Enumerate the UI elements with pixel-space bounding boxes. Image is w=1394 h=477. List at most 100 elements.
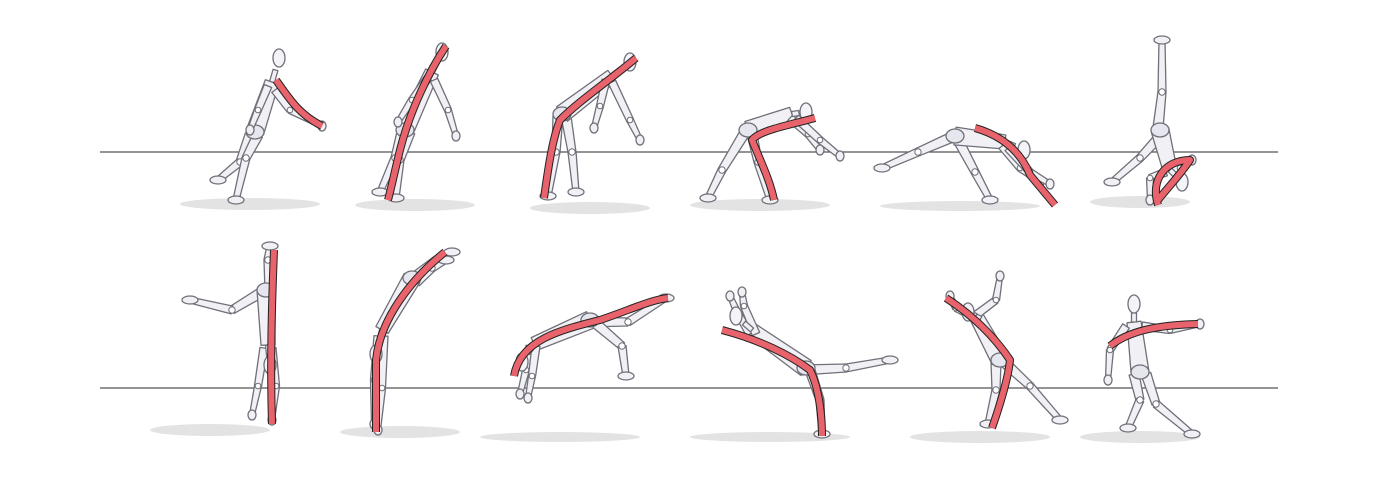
knee-joint	[1152, 400, 1160, 408]
knee-joint	[1136, 396, 1144, 404]
ribbon	[268, 249, 277, 425]
hand	[589, 122, 599, 134]
hand	[245, 124, 255, 136]
elbow-joint	[816, 136, 824, 144]
mannequin-frame-6	[1090, 35, 1197, 208]
hand	[1103, 374, 1113, 386]
mannequin-frame-3	[530, 52, 650, 214]
hand	[725, 290, 735, 302]
ribbon	[541, 55, 638, 199]
ribbon	[1108, 321, 1199, 349]
hand	[1045, 178, 1055, 190]
hand	[393, 116, 403, 128]
knee-joint	[842, 364, 850, 372]
hand	[515, 388, 525, 400]
elbow-joint	[286, 106, 294, 114]
shadow	[1090, 196, 1190, 208]
elbow-joint	[740, 302, 748, 310]
mannequin-frame-12	[1080, 294, 1205, 443]
knee-joint	[568, 148, 576, 156]
hand	[635, 134, 645, 146]
shadow	[1080, 431, 1200, 443]
foot	[617, 371, 635, 381]
mannequin-frame-9	[480, 293, 675, 442]
foot	[181, 295, 199, 305]
knee-joint	[242, 154, 250, 162]
neck	[790, 109, 801, 118]
mannequin-frame-2	[355, 42, 475, 211]
hand	[451, 130, 461, 142]
knee-joint	[618, 342, 626, 350]
knee-joint	[624, 318, 632, 326]
shadow	[355, 199, 475, 211]
ribbon	[385, 44, 449, 201]
elbow-joint	[254, 382, 262, 390]
ribbon	[273, 78, 324, 129]
hand	[247, 409, 257, 421]
foot	[1051, 415, 1069, 425]
hand	[835, 150, 845, 162]
foot	[1119, 423, 1137, 433]
pelvis	[1150, 122, 1170, 138]
foot	[567, 187, 585, 197]
shin	[1157, 39, 1167, 93]
knee-joint	[1158, 88, 1166, 96]
foot	[1183, 429, 1201, 439]
upper-arm	[429, 77, 452, 113]
neck	[1130, 312, 1138, 323]
hand	[737, 286, 747, 298]
neck	[741, 320, 755, 333]
mannequin-frame-10	[690, 286, 899, 442]
mannequin-frame-8	[340, 247, 461, 438]
elbow-joint	[992, 296, 1000, 304]
ribbon	[511, 295, 669, 377]
knee-joint	[228, 306, 236, 314]
pelvis	[1130, 364, 1150, 380]
knee-joint	[1136, 154, 1144, 162]
knee-joint	[1026, 382, 1034, 390]
foot	[1103, 177, 1121, 187]
foot	[981, 195, 999, 205]
mannequin-frame-5	[873, 124, 1059, 211]
mannequin-frame-11	[910, 270, 1069, 443]
mannequin-frame-4	[690, 102, 845, 211]
pelvis	[945, 128, 965, 144]
shadow	[150, 424, 270, 436]
head	[729, 306, 743, 326]
ribbon	[944, 295, 1013, 429]
foot	[261, 241, 279, 251]
shin	[567, 150, 580, 193]
ribbon	[1152, 157, 1193, 206]
elbow-joint	[1106, 346, 1114, 354]
foot	[881, 355, 899, 365]
foot	[209, 175, 227, 185]
ribbon	[721, 327, 825, 437]
shadow	[340, 426, 460, 438]
pelvis	[738, 122, 758, 138]
shadow	[530, 202, 650, 214]
elbow-joint	[528, 372, 536, 380]
upper-arm	[740, 303, 761, 337]
mannequin-frame-7	[150, 241, 281, 436]
hand	[523, 392, 533, 404]
elbow-joint	[1146, 174, 1154, 182]
foot	[1153, 35, 1171, 45]
elbow-joint	[444, 106, 452, 114]
knee-joint	[718, 166, 726, 174]
head	[1127, 294, 1141, 314]
elbow-joint	[626, 116, 634, 124]
knee-joint	[971, 168, 979, 176]
elbow-joint	[254, 106, 262, 114]
neck	[268, 68, 279, 84]
shadow	[480, 432, 640, 442]
elbow-joint	[596, 102, 604, 110]
shadow	[910, 431, 1050, 443]
knee-joint	[914, 148, 922, 156]
foot	[699, 193, 717, 203]
shadow	[690, 432, 850, 442]
knee-joint	[992, 386, 1000, 394]
elbow-joint	[378, 384, 386, 392]
ribbon	[749, 115, 816, 201]
ribbon	[373, 249, 447, 432]
